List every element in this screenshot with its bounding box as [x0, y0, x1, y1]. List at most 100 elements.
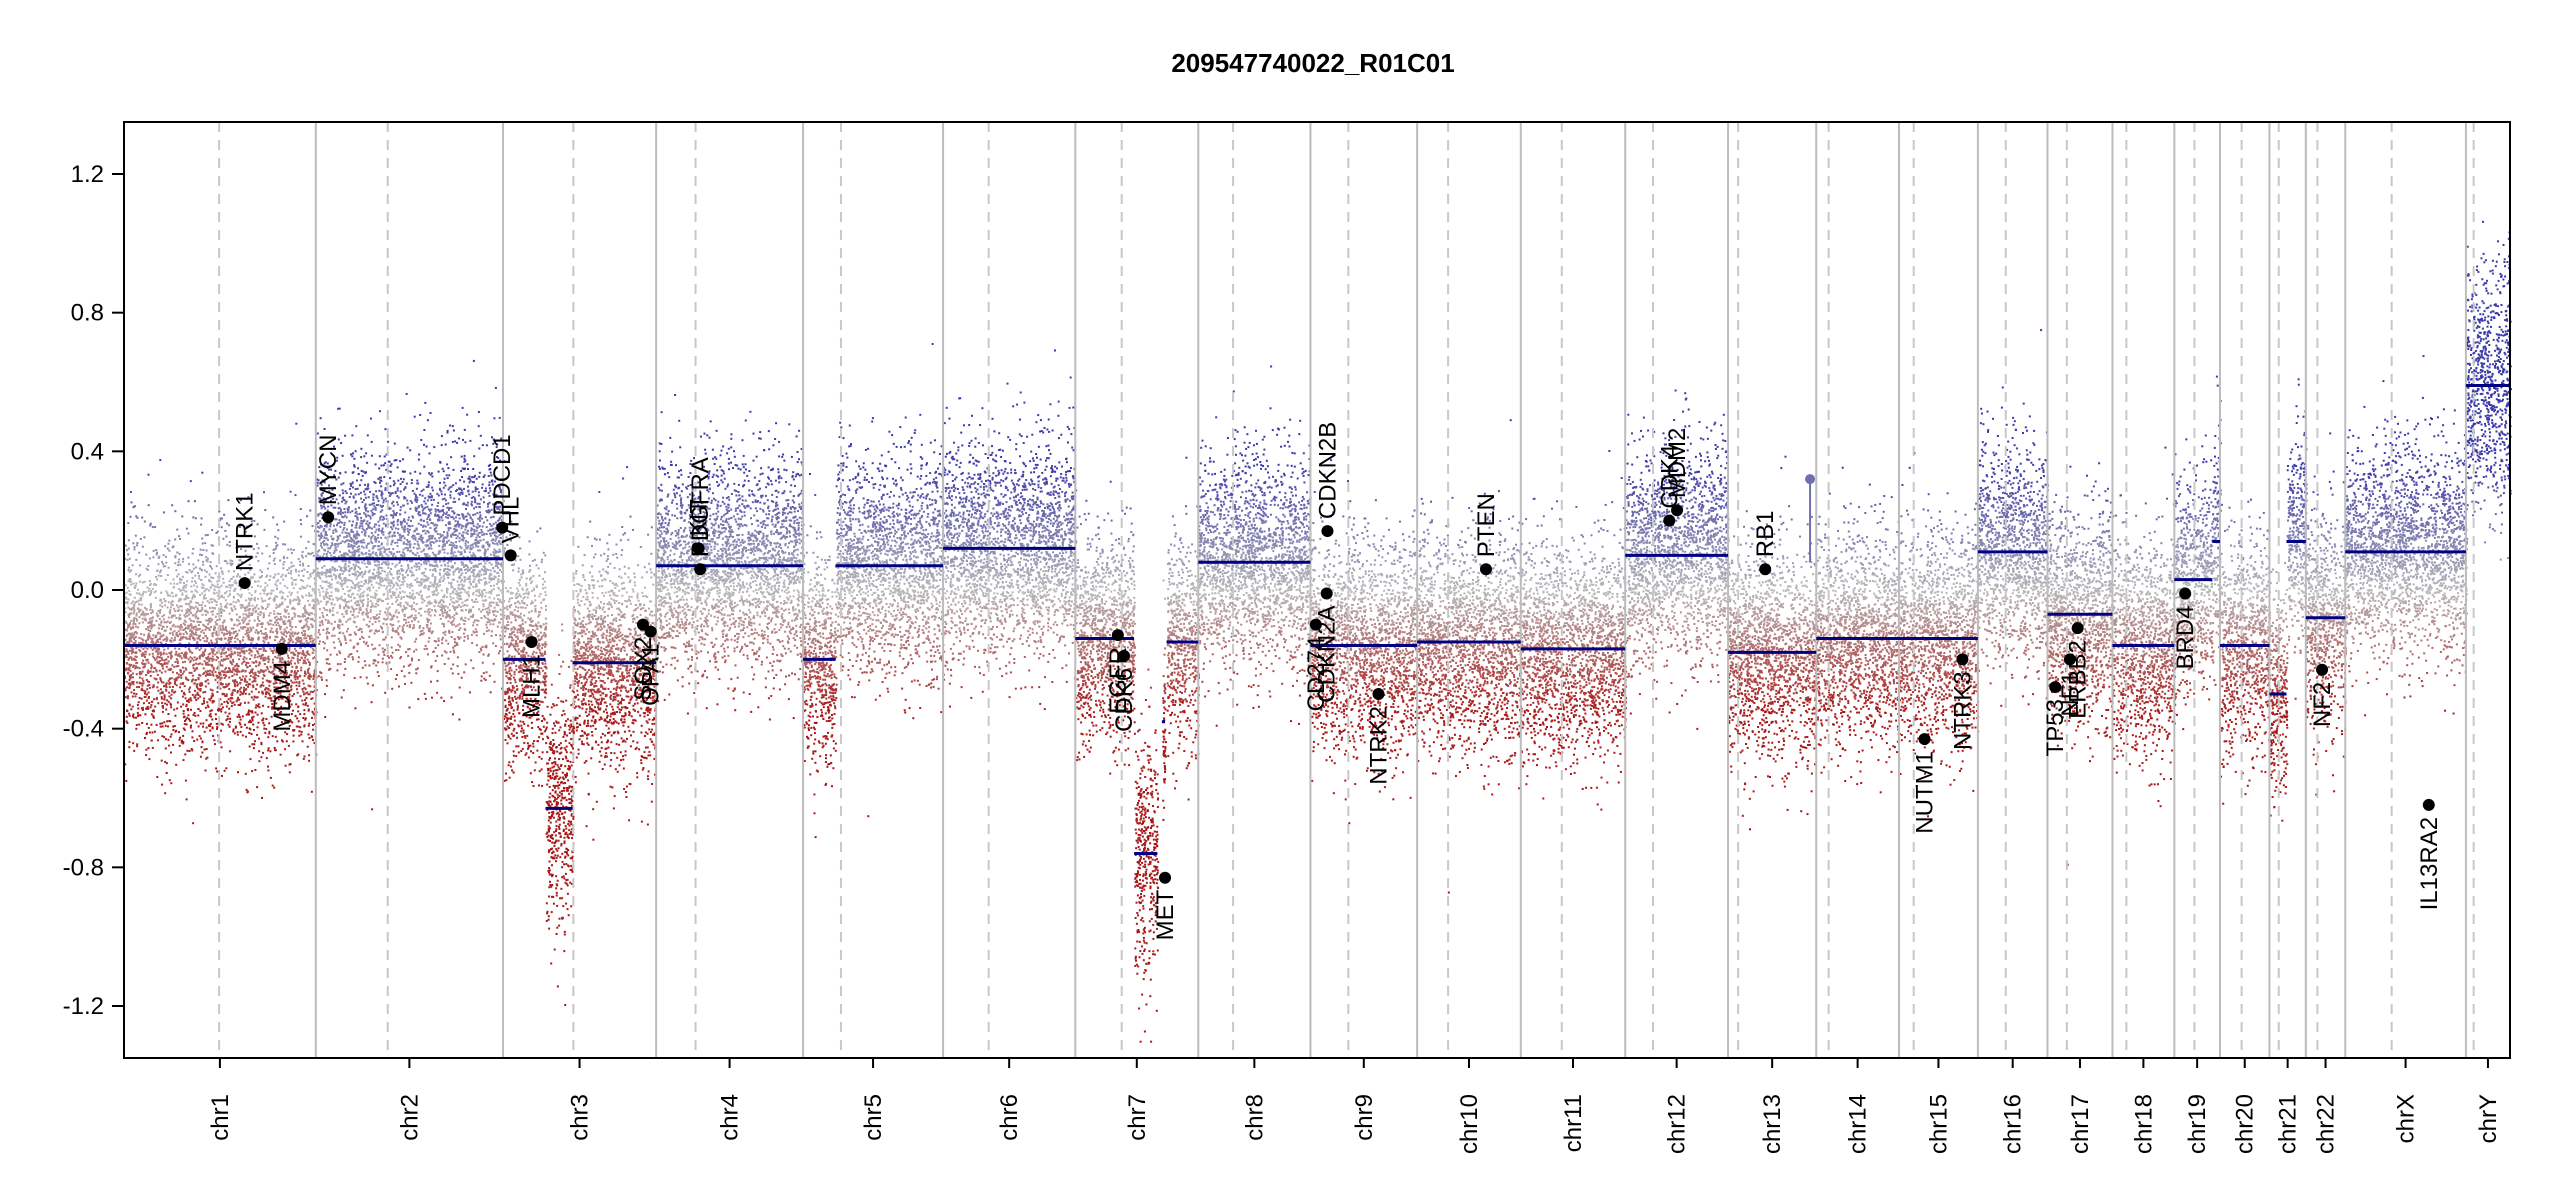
- probe-point: [204, 542, 206, 544]
- probe-point: [247, 627, 249, 629]
- probe-point: [288, 567, 290, 569]
- probe-point: [158, 653, 160, 655]
- probe-point: [288, 657, 290, 659]
- probe-point: [236, 619, 238, 621]
- probe-point: [258, 608, 260, 610]
- probe-point: [181, 690, 183, 692]
- probe-point: [217, 586, 219, 588]
- probe-point: [168, 540, 170, 542]
- probe-point: [153, 717, 155, 719]
- probe-point: [133, 610, 135, 612]
- probe-point: [229, 668, 231, 670]
- probe-point: [214, 607, 216, 609]
- probe-point: [264, 600, 266, 602]
- probe-point: [218, 511, 220, 513]
- probe-point: [257, 671, 259, 673]
- probe-point: [207, 560, 209, 562]
- probe-point: [239, 671, 241, 673]
- probe-point: [190, 620, 192, 622]
- probe-point: [192, 577, 194, 579]
- probe-point: [175, 595, 177, 597]
- probe-point: [131, 659, 133, 661]
- probe-point: [210, 566, 212, 568]
- probe-point: [195, 679, 197, 681]
- probe-point: [289, 640, 291, 642]
- probe-point: [185, 678, 187, 680]
- probe-point: [499, 609, 501, 611]
- probe-point: [271, 590, 273, 592]
- probe-point: [227, 595, 229, 597]
- probe-point: [291, 562, 293, 564]
- probe-point: [252, 685, 254, 687]
- probe-point: [268, 656, 270, 658]
- probe-point: [145, 554, 147, 556]
- probe-point: [386, 515, 388, 517]
- probe-point: [185, 705, 187, 707]
- probe-point: [220, 656, 222, 658]
- probe-point: [226, 655, 228, 657]
- probe-point: [295, 599, 297, 601]
- probe-point: [166, 686, 168, 688]
- probe-point: [279, 613, 281, 615]
- probe-point: [324, 572, 326, 574]
- probe-point: [194, 500, 196, 502]
- probe-point: [143, 591, 145, 593]
- probe-point: [172, 615, 174, 617]
- probe-point: [185, 651, 187, 653]
- probe-point: [242, 636, 244, 638]
- probe-point: [126, 716, 128, 718]
- probe-point: [386, 623, 388, 625]
- probe-point: [221, 585, 223, 587]
- probe-point: [151, 665, 153, 667]
- probe-point: [225, 651, 227, 653]
- probe-point: [378, 525, 380, 527]
- probe-point: [230, 607, 232, 609]
- probe-point: [205, 635, 207, 637]
- probe-point: [222, 693, 224, 695]
- probe-point: [180, 625, 182, 627]
- probe-point: [258, 760, 260, 762]
- probe-point: [361, 546, 363, 548]
- probe-point: [189, 687, 191, 689]
- probe-point: [174, 639, 176, 641]
- probe-point: [147, 706, 149, 708]
- probe-point: [281, 636, 283, 638]
- probe-point: [279, 628, 281, 630]
- probe-point: [168, 713, 170, 715]
- probe-point: [174, 615, 176, 617]
- probe-point: [127, 601, 129, 603]
- probe-point: [161, 561, 163, 563]
- probe-point: [290, 548, 292, 550]
- probe-point: [206, 757, 208, 759]
- probe-point: [147, 622, 149, 624]
- probe-point: [215, 679, 217, 681]
- probe-point: [295, 423, 297, 425]
- probe-point: [226, 544, 228, 546]
- probe-point: [231, 697, 233, 699]
- probe-point: [412, 627, 414, 629]
- probe-point: [311, 735, 313, 737]
- probe-point: [130, 708, 132, 710]
- probe-point: [254, 591, 256, 593]
- probe-point: [176, 583, 178, 585]
- probe-point: [144, 713, 146, 715]
- probe-point: [139, 581, 141, 583]
- probe-point: [244, 574, 246, 576]
- probe-point: [273, 613, 275, 615]
- probe-point: [129, 581, 131, 583]
- probe-point: [305, 587, 307, 589]
- probe-point: [230, 603, 232, 605]
- probe-point: [287, 549, 289, 551]
- probe-point: [277, 618, 279, 620]
- probe-point: [262, 722, 264, 724]
- probe-point: [178, 648, 180, 650]
- probe-point: [209, 730, 211, 732]
- probe-point: [305, 555, 307, 557]
- probe-point: [181, 740, 183, 742]
- probe-point: [238, 630, 240, 632]
- probe-point: [279, 582, 281, 584]
- probe-point: [155, 651, 157, 653]
- probe-point: [248, 603, 250, 605]
- probe-point: [268, 623, 270, 625]
- probe-point: [174, 681, 176, 683]
